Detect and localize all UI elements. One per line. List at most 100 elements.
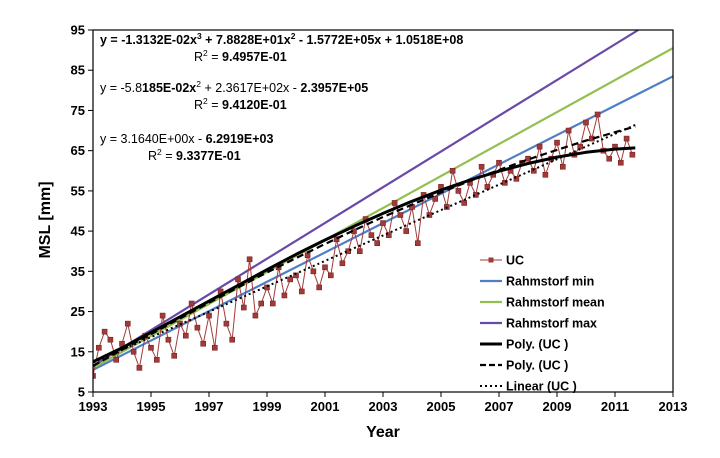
equation-part: 185E-02x xyxy=(142,81,196,95)
uc-data-point xyxy=(432,196,439,202)
legend-marker xyxy=(488,257,494,263)
uc-data-point xyxy=(183,332,189,339)
x-axis-title: Year xyxy=(366,424,400,441)
x-tick-label: 2009 xyxy=(543,399,572,414)
equation-part: + xyxy=(202,33,216,47)
uc-data-point xyxy=(484,184,491,190)
y-tick-label: 55 xyxy=(71,183,85,198)
legend-label: Poly. (UC ) xyxy=(506,338,568,352)
uc-data-point xyxy=(513,176,520,182)
uc-data-point xyxy=(327,272,334,279)
uc-data-point xyxy=(397,212,404,218)
series-line-3 xyxy=(93,30,639,367)
uc-data-point xyxy=(333,236,340,242)
y-axis-title: MSL [mm] xyxy=(37,181,54,258)
equation-part: 7.8828E+01x xyxy=(216,33,291,47)
equation-1: y = -1.3132E-02x3 + 7.8828E+01x2 - 1.577… xyxy=(100,31,463,47)
uc-data-point xyxy=(264,284,270,291)
r2-label: R xyxy=(194,98,203,112)
x-tick-label: 2003 xyxy=(369,399,398,414)
uc-data-point xyxy=(530,167,537,174)
r2-eq: = xyxy=(162,149,176,163)
uc-data-point xyxy=(101,328,108,335)
uc-data-point xyxy=(212,344,218,351)
legend: UC Rahmstorf min Rahmstorf mean Rahmstorf m… xyxy=(480,254,605,394)
series-line-6 xyxy=(93,123,636,364)
uc-data-point xyxy=(159,312,166,319)
uc-data-point xyxy=(565,127,572,134)
uc-data-point xyxy=(223,320,230,327)
y-tick-label: 95 xyxy=(71,23,85,38)
equation-part: + xyxy=(381,33,395,47)
x-tick-label: 1999 xyxy=(253,399,282,414)
uc-data-point xyxy=(281,292,288,299)
uc-data-point xyxy=(594,111,601,118)
equation-part: 2.3957E+05 xyxy=(300,81,368,95)
uc-data-point xyxy=(496,159,502,166)
series-line-4 xyxy=(93,146,636,364)
r2-sup: 2 xyxy=(203,96,208,106)
uc-data-point xyxy=(368,232,375,238)
uc-data-point xyxy=(165,336,172,343)
uc-data-point xyxy=(125,320,131,327)
uc-data-point xyxy=(542,172,549,178)
uc-data-point xyxy=(93,373,96,379)
uc-data-point xyxy=(316,284,323,291)
uc-data-point xyxy=(200,340,206,347)
uc-data-point xyxy=(154,357,160,363)
y-tick-label: 85 xyxy=(71,63,85,78)
r-squared-3: R2 = 9.3377E-01 xyxy=(148,147,241,163)
legend-label: Poly. (UC ) xyxy=(506,359,568,373)
legend-label: Rahmstorf min xyxy=(506,275,594,289)
uc-data-point xyxy=(235,276,241,283)
y-tick-label: 25 xyxy=(71,304,85,319)
r2-value: 9.4957E-01 xyxy=(222,50,287,64)
uc-data-point xyxy=(501,180,508,186)
uc-data-point xyxy=(298,288,305,295)
uc-data-point xyxy=(136,365,143,371)
equation-3: y = 3.1640E+00x - 6.2919E+03 xyxy=(100,132,273,146)
y-tick-label: 75 xyxy=(71,103,85,118)
uc-data-point xyxy=(629,151,636,158)
equation-part: 1.5772E+05x xyxy=(307,33,382,47)
uc-data-point xyxy=(206,312,212,319)
uc-data-point xyxy=(229,336,235,343)
r2-value: 9.4120E-01 xyxy=(222,98,287,112)
uc-data-point xyxy=(583,119,589,126)
uc-data-point xyxy=(455,188,462,194)
uc-data-point xyxy=(171,352,177,359)
uc-data-point xyxy=(414,240,421,246)
uc-data-point xyxy=(426,212,433,218)
r2-eq: = xyxy=(208,98,222,112)
uc-data-point xyxy=(356,248,363,255)
legend-label: Linear (UC ) xyxy=(506,380,577,394)
uc-data-point xyxy=(107,336,114,343)
x-tick-label: 2011 xyxy=(601,399,629,414)
uc-data-point xyxy=(246,256,253,263)
equation-part: 1.0518E+08 xyxy=(396,33,464,47)
uc-data-point xyxy=(385,232,392,238)
uc-data-point xyxy=(258,300,265,307)
uc-data-point xyxy=(113,357,119,363)
uc-data-point xyxy=(606,155,613,162)
uc-data-point xyxy=(96,344,102,351)
equation-part: y = -5.8 xyxy=(100,81,142,95)
uc-data-point xyxy=(554,139,560,146)
r2-value: 9.3377E-01 xyxy=(176,149,241,163)
axes: 1993 1995 1997 1999 2001 2003 2005 2007 2009 2011… xyxy=(71,23,688,415)
trendline-equations: y = -1.3132E-02x3 + 7.8828E+01x2 - 1.577… xyxy=(100,31,463,163)
equation-part: 3 xyxy=(197,31,202,41)
uc-data-point xyxy=(391,200,398,206)
r2-eq: = xyxy=(208,50,222,64)
r-squared-1: R2 = 9.4957E-01 xyxy=(194,48,287,64)
uc-data-point xyxy=(374,240,381,246)
uc-data-point xyxy=(310,268,317,275)
r-squared-2: R2 = 9.4120E-01 xyxy=(194,96,287,112)
uc-data-point xyxy=(380,220,386,226)
equation-2: y = -5.8185E-02x2 + 2.3617E+02x - 2.3957… xyxy=(100,79,368,95)
uc-data-point xyxy=(322,264,328,271)
uc-data-point xyxy=(269,300,276,307)
uc-data-point xyxy=(188,300,195,307)
y-tick-label: 65 xyxy=(71,143,85,158)
equation-part: y = xyxy=(100,33,121,47)
